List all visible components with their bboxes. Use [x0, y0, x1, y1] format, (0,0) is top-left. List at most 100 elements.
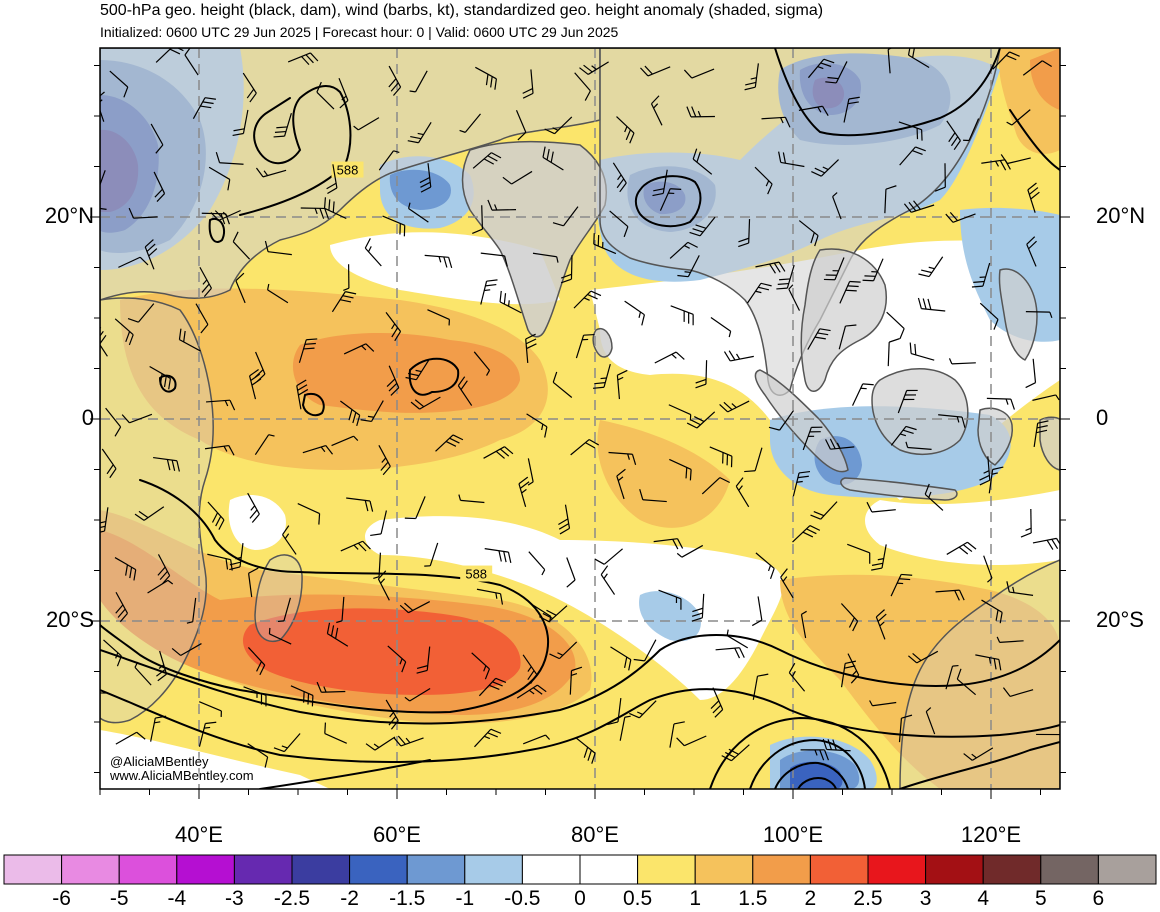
wind-barb — [424, 254, 453, 269]
wind-barb — [340, 400, 361, 427]
wind-barb — [963, 118, 980, 142]
land-madagascar — [254, 554, 303, 642]
contour-small-loop — [158, 374, 177, 393]
wind-barb — [282, 525, 297, 555]
colorbar-bin — [118, 854, 178, 885]
wind-barb — [807, 58, 835, 79]
wind-barb — [364, 238, 382, 267]
wind-barb — [370, 510, 388, 537]
wind-barb — [862, 258, 884, 282]
wind-barb — [242, 72, 257, 103]
contour-label: 588 — [337, 163, 359, 178]
colorbar-bin — [579, 854, 639, 885]
wind-barb — [983, 555, 993, 583]
contour-label-background — [460, 565, 493, 582]
wind-barb — [744, 63, 759, 91]
longitude-label: 60°E — [373, 822, 421, 847]
contour-trough-loop — [797, 777, 837, 789]
wind-barb — [254, 434, 275, 455]
wind-barb — [346, 497, 374, 512]
colorbar-bin — [406, 854, 466, 885]
wind-barb — [100, 207, 107, 210]
wind-barb — [905, 441, 932, 450]
wind-barb — [121, 413, 153, 424]
anomaly-near-zero-region — [365, 516, 784, 700]
wind-barb — [807, 328, 831, 350]
wind-barb — [890, 573, 913, 597]
wind-barb — [247, 567, 259, 598]
colorbar-bin — [1097, 854, 1157, 885]
anomaly-near-zero-region — [865, 490, 1060, 565]
land-philippines — [998, 268, 1038, 361]
wind-barb — [273, 733, 301, 753]
wind-barb — [570, 439, 599, 456]
credit-url: www.AliciaMBentley.com — [110, 768, 254, 783]
anomaly-near-zero-region — [100, 730, 330, 789]
wind-barb — [156, 650, 168, 682]
wind-barb — [338, 77, 349, 109]
colorbar-bin — [809, 854, 869, 885]
wind-barb — [326, 164, 338, 195]
wind-barb — [823, 257, 845, 281]
wind-barb — [552, 206, 579, 227]
wind-barb — [897, 389, 918, 414]
wind-barb — [1006, 109, 1031, 126]
wind-barb — [343, 343, 375, 355]
wind-barb — [838, 324, 857, 350]
wind-barb — [569, 666, 583, 695]
wind-barb — [847, 543, 871, 564]
wind-barb — [134, 661, 152, 686]
wind-barb — [592, 363, 611, 389]
wind-barb — [1002, 687, 1034, 697]
wind-barb — [890, 425, 917, 446]
wind-barb — [215, 152, 244, 165]
wind-barb — [903, 200, 935, 213]
wind-barb — [208, 166, 231, 191]
wind-barb — [273, 112, 292, 138]
wind-barb — [522, 654, 538, 684]
land-borneo — [871, 368, 969, 456]
wind-barb — [378, 150, 400, 171]
wind-barb — [277, 597, 291, 623]
wind-barb — [150, 715, 167, 742]
contour-label-background — [331, 161, 364, 178]
wind-barb — [404, 687, 431, 702]
wind-barb — [979, 456, 991, 486]
wind-barb — [917, 297, 946, 312]
wind-barb — [150, 123, 164, 154]
wind-barb — [387, 645, 407, 673]
wind-barb — [594, 548, 623, 565]
colorbar-label: -4 — [167, 887, 187, 910]
wind-barb — [709, 446, 733, 468]
wind-barb — [963, 747, 994, 761]
anomaly-negative-region — [639, 591, 701, 642]
wind-barb — [515, 109, 527, 141]
colorbar-bin — [1040, 854, 1099, 885]
colorbar-bin — [637, 854, 696, 885]
wind-barb — [935, 589, 965, 601]
wind-barb — [710, 317, 732, 338]
colorbar-bin — [176, 854, 235, 885]
wind-barb — [825, 438, 855, 450]
colorbar-bin — [464, 854, 523, 885]
wind-barb — [946, 541, 977, 555]
wind-barb — [331, 291, 357, 313]
wind-barb — [324, 722, 347, 744]
wind-barb — [832, 192, 842, 220]
wind-barb — [608, 451, 637, 465]
wind-barb — [365, 736, 396, 751]
wind-barb — [689, 216, 716, 237]
wind-barb — [528, 551, 546, 576]
wind-barb — [290, 685, 314, 707]
wind-barb — [871, 544, 887, 571]
wind-barb — [792, 525, 821, 543]
wind-barb — [668, 404, 692, 421]
wind-barb — [480, 279, 498, 305]
wind-barb — [100, 170, 106, 187]
wind-barb — [822, 738, 851, 752]
wind-barb — [544, 116, 573, 135]
wind-barb — [659, 188, 682, 211]
wind-barb — [639, 489, 667, 503]
anomaly-strong-positive-region — [242, 608, 521, 695]
wind-barb — [843, 96, 860, 123]
